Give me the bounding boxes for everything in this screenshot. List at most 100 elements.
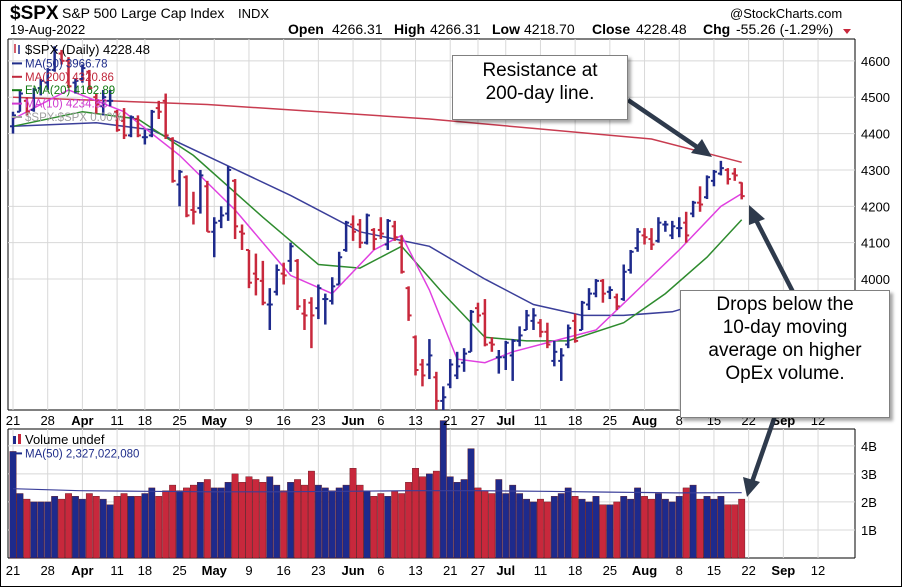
volume-bar [308,470,315,559]
x-tick-label: 21 [6,563,20,578]
price-tick-label: 4600 [861,54,890,69]
legend-entry: MA(50) 3966.78 [25,58,107,70]
ma10-line [12,89,743,364]
volume-bar [661,498,669,559]
x-tick-label: 12 [811,563,825,578]
volume-bar [162,490,170,559]
volume-bar [717,496,725,559]
volume-bar [196,482,204,559]
drops-arrow-line-upper [753,218,796,294]
x-tick-label: 18 [568,413,582,428]
volume-bar [648,498,655,559]
x-tick-label: 21 [443,563,457,578]
drops-line-2: 10-day moving [722,317,848,338]
volume-bar [675,496,683,559]
volume-bar [668,501,676,559]
volume-bar [460,479,468,559]
axis-labels: 4600 4500 4400 4300 4200 4100 4000 4B 3B 2B 1B 21 21… [6,54,890,578]
header-symbol: $SPX [10,3,59,24]
volume-bar [183,487,190,559]
volume-bar [655,493,662,559]
volume-bar [294,479,301,559]
x-tick-label: 23 [311,413,325,428]
volume-bar [328,490,336,559]
x-tick-label: 22 [741,563,755,578]
volume-bar [134,496,142,559]
x-tick-label: Jun [341,563,364,578]
x-tick-label: Sep [771,563,795,578]
chg-label: Chg [703,21,730,37]
volume-bar [169,484,177,559]
volume-bar [571,496,579,559]
volume-bar [620,496,628,559]
ema20-line [12,110,743,342]
volume-bar [377,493,385,559]
x-tick-label: 23 [311,563,325,578]
x-tick-label: 27 [471,563,485,578]
volume-bar [245,476,253,559]
volume-bar [78,498,86,559]
volume-bar [384,496,392,559]
volume-bar [641,496,648,559]
legend-entry: MA(200) 4320.86 [25,72,114,84]
header-watermark: @StockCharts.com [730,6,842,21]
volume-bar [537,498,544,559]
volume-bar [398,493,406,559]
volume-bar [190,484,197,559]
drops-line-1: Drops below the [716,294,854,315]
volume-bar [370,496,378,559]
x-tick-label: 11 [110,413,124,428]
volume-bar [217,487,225,559]
volume-bar [72,496,79,559]
volume-bar [412,468,419,559]
drops-line-4: OpEx volume. [725,363,845,384]
volume-ma50-line [12,488,742,494]
x-tick-label: 11 [110,563,124,578]
legend-entry: MA(10) 4234.88 [25,99,107,111]
x-tick-label: 11 [534,413,548,428]
resistance-line-1: Resistance at [482,60,598,81]
x-tick-label: Aug [632,413,657,428]
volume-bar [321,487,329,559]
volume-bar [509,484,517,559]
callout-arrows [626,98,796,497]
chg-value: -55.26 (-1.29%) [736,21,833,37]
low-label: Low [492,21,520,37]
volume-bar [148,487,156,559]
volume-bar [419,476,426,559]
x-tick-label: 11 [534,563,548,578]
candlesticks [10,46,745,410]
volume-bar [314,484,322,559]
volume-bar [30,501,38,559]
volume-bar [287,482,294,559]
legend-entry: MA(50) 2,327,022,080 [25,448,139,460]
ma200-line [12,96,742,164]
volume-bar [99,498,107,559]
x-tick-label: 25 [172,413,186,428]
volume-bar [259,482,267,559]
volume-bar [44,501,52,559]
volume-bar [301,484,308,559]
x-tick-label: Aug [632,563,657,578]
resistance-line-2: 200-day line. [485,83,595,104]
volume-bar [696,498,704,559]
volume-bar [335,487,343,559]
open-label: Open [288,21,324,37]
volume-bar [578,498,586,559]
volume-bar [9,451,17,559]
resistance-callout: Resistance at 200-day line. [452,55,628,120]
volume-bar [113,496,121,559]
price-tick-label: 4100 [861,236,890,251]
drops-arrowhead-upper-icon [749,205,765,225]
volume-bar [106,504,114,559]
volume-bar [252,479,260,559]
volume-bar [155,496,163,559]
drops-arrow-line-lower [749,415,778,483]
price-tick-label: 4300 [861,163,890,178]
volume-bar [599,504,607,559]
volume-tick-label: 2B [861,495,877,510]
volume-tick-label: 3B [861,467,877,482]
volume-bar [238,482,246,559]
x-tick-label: 18 [138,413,152,428]
volume-bar [710,498,718,559]
